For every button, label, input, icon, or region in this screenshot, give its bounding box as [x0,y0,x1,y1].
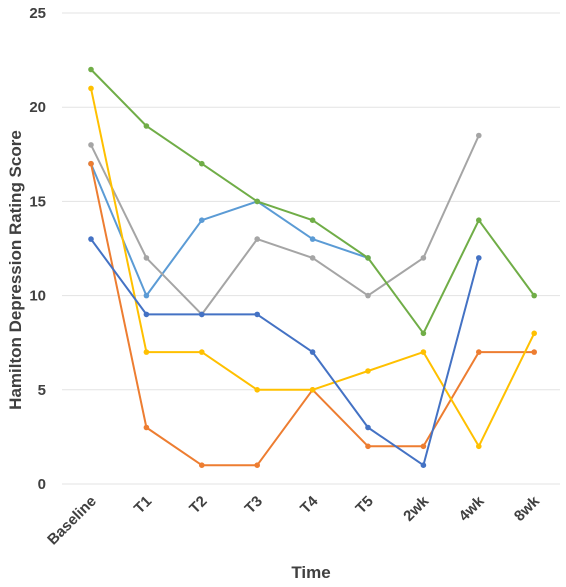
data-point [420,349,427,355]
data-point [199,217,205,223]
data-point [143,123,150,129]
data-point [199,462,205,469]
data-point [143,349,150,355]
x-tick-label: T1 [131,493,155,517]
data-point [365,443,371,450]
y-tick-labels: 0 5 10 15 20 25 [29,5,46,493]
y-tick-label: 10 [29,288,46,305]
data-point [476,217,482,223]
data-point [143,424,150,431]
x-tick-label: 8wk [511,492,544,525]
data-point [254,198,260,205]
data-point [88,66,94,73]
series-4 [88,85,537,450]
data-point [531,292,537,299]
data-point [476,132,482,139]
data-point [254,236,260,242]
y-tick-label: 0 [38,476,46,493]
series-6 [88,66,537,337]
data-point [254,462,260,469]
x-tick-label: T2 [186,493,210,517]
x-tick-label: 2wk [400,492,433,525]
x-tick-label: T3 [242,493,266,517]
x-axis-title: Time [291,563,330,582]
series-line [90,163,369,297]
data-point [254,311,260,318]
data-point [420,255,427,261]
y-tick-label: 20 [29,99,46,116]
series-line [90,88,536,448]
data-point [199,349,205,355]
data-point [531,330,537,337]
data-point [88,85,94,92]
data-point [199,311,205,318]
data-point [420,462,427,469]
data-point [365,292,371,299]
data-point [476,255,482,261]
series-line [90,238,480,467]
series-5 [88,236,482,469]
data-point [309,349,316,355]
grid-layer [62,12,560,485]
data-point [420,443,427,450]
x-tick-label: T4 [297,492,322,517]
data-point [420,330,427,337]
data-point [309,217,316,223]
data-point [88,142,94,148]
data-point [476,443,482,450]
x-tick-labels: Baseline T1 T2 T3 T4 T5 2wk 4wk 8wk [44,492,543,548]
y-tick-label: 15 [29,193,46,210]
x-tick-label: 4wk [456,492,489,525]
x-tick-label: Baseline [44,493,100,549]
y-axis-title: Hamilton Depression Rating Score [6,130,25,410]
data-point [309,236,316,242]
x-tick-label: T5 [352,493,376,517]
series-3 [88,132,482,318]
data-point [143,311,150,318]
data-point [309,255,316,261]
data-point [199,160,205,167]
data-point [365,424,371,431]
data-point [309,387,316,393]
data-point [143,292,150,299]
data-point [88,160,94,167]
data-point [365,368,371,374]
data-point [254,387,260,393]
series-layer [88,66,537,469]
data-point [531,349,537,355]
y-tick-label: 5 [38,382,46,399]
data-point [365,255,371,261]
data-point [88,236,94,242]
y-tick-label: 25 [29,5,46,22]
series-line [90,135,480,316]
data-point [143,255,150,261]
data-point [476,349,482,355]
